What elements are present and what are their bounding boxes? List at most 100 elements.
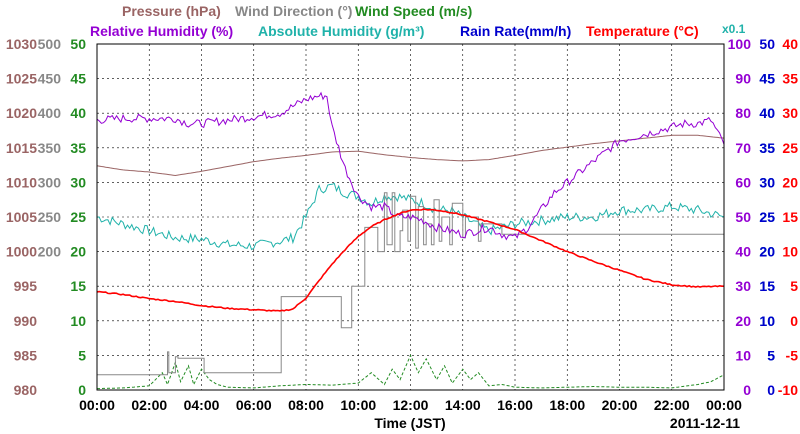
axis-tick-label: 50	[759, 36, 775, 52]
axis-tick-label: 80	[735, 105, 751, 121]
axis-tick-label: 20	[70, 244, 86, 260]
axis-tick-label: 40	[759, 105, 775, 121]
axis-tick-label: 350	[38, 140, 62, 156]
axis-tick-label: 15	[759, 278, 775, 294]
axis-tick-label: 0	[743, 382, 751, 398]
axis-tick-label: 100	[728, 36, 752, 52]
axis-tick-label: 25	[70, 209, 86, 225]
abs-humidity-scale-note: x0.1	[722, 22, 746, 36]
x-tick-label: 04:00	[184, 397, 220, 413]
axis-tick-label: 30	[735, 278, 751, 294]
x-tick-label: 10:00	[340, 397, 376, 413]
axis-tick-label: 40	[735, 244, 751, 260]
axis-tick-label: 50	[735, 209, 751, 225]
axis-tick-label: 25	[759, 209, 775, 225]
axis-tick-label: 35	[759, 140, 775, 156]
axis-tick-label: 45	[759, 71, 775, 87]
axis-tick-label: 1030	[6, 36, 37, 52]
axis-tick-label: 200	[38, 244, 62, 260]
header-row-1: Pressure (hPa) Wind Direction (°) Wind S…	[122, 3, 472, 19]
axis-tick-label: 0	[767, 382, 775, 398]
axis-tick-label: 10	[735, 347, 751, 363]
axis-tick-label: 0	[790, 313, 798, 329]
axis-tick-label: 20	[782, 174, 798, 190]
x-tick-label: 16:00	[497, 397, 533, 413]
series-line	[97, 192, 724, 376]
x-tick-label: 22:00	[654, 397, 690, 413]
date-label: 2011-12-11	[670, 415, 740, 431]
axis-tick-label: 25	[782, 140, 798, 156]
axis-tick-label: 30	[759, 174, 775, 190]
axis-tick-label: 35	[782, 71, 798, 87]
axis-tick-label: 40	[782, 36, 798, 52]
axis-tick-label: 15	[759, 278, 775, 294]
series-line	[96, 91, 725, 241]
legend-wind-speed: Wind Speed (m/s)	[355, 3, 472, 19]
axis-tick-label: 1015	[6, 140, 37, 156]
axis-tick-label: 40	[70, 105, 86, 121]
axis-tick-label: 30	[70, 174, 86, 190]
axis-tick-label: 90	[735, 71, 751, 87]
axis-tick-label: 35	[70, 140, 86, 156]
axis-tick-label: 1010	[6, 174, 37, 190]
axis-tick-label: 15	[782, 209, 798, 225]
legend-pressure: Pressure (hPa)	[122, 3, 221, 19]
axis-tick-label: 500	[38, 36, 62, 52]
series-line	[96, 208, 724, 312]
axis-tick-label: 5	[767, 347, 775, 363]
axis-tick-label: 70	[735, 140, 751, 156]
axis-tick-label: 1005	[6, 209, 37, 225]
axis-tick-label: 40	[759, 105, 775, 121]
axis-tick-label: -5	[786, 347, 799, 363]
axis-tick-label: 5	[790, 278, 798, 294]
x-tick-label: 06:00	[236, 397, 272, 413]
axis-tick-label: 45	[759, 71, 775, 87]
x-tick-label: 18:00	[549, 397, 585, 413]
data-series	[96, 91, 725, 390]
x-tick-label: 02:00	[131, 397, 167, 413]
x-tick-label: 00:00	[79, 397, 115, 413]
axis-tick-label: 300	[38, 174, 62, 190]
x-axis-ticks: 00:00 02:00 04:00 06:00 08:00 10:00 12:00 14:00…	[79, 397, 742, 413]
axis-tick-label: 0	[78, 382, 86, 398]
axis-tick-label: 1020	[6, 105, 37, 121]
x-tick-label: 14:00	[445, 397, 481, 413]
axis-tick-label: 985	[14, 347, 38, 363]
axis-tick-label: 10	[782, 244, 798, 260]
axis-tick-label: 35	[759, 140, 775, 156]
axis-tick-label: 30	[782, 105, 798, 121]
axis-tick-label: 250	[38, 209, 62, 225]
legend-wind-direction: Wind Direction (°)	[235, 3, 352, 19]
legend-temperature: Temperature (°C)	[586, 23, 699, 39]
x-tick-label: 12:00	[393, 397, 429, 413]
x-tick-label: 00:00	[706, 397, 742, 413]
axis-tick-label: 400	[38, 105, 62, 121]
axis-tick-label: 990	[14, 313, 38, 329]
axis-tick-label: 30	[759, 174, 775, 190]
axis-tick-label: 1000	[6, 244, 37, 260]
plot-frame	[96, 43, 725, 391]
axis-tick-label: 60	[735, 174, 751, 190]
axis-tick-label: -10	[778, 382, 798, 398]
axis-tick-label: 450	[38, 71, 62, 87]
legend-rain-rate: Rain Rate(mm/h)	[460, 23, 571, 39]
axis-tick-label: 15	[70, 278, 86, 294]
legend-absolute-humidity: Absolute Humidity (g/m³)	[258, 23, 424, 39]
axis-tick-label: 10	[70, 313, 86, 329]
legend-relative-humidity: Relative Humidity (%)	[90, 23, 233, 39]
axis-tick-label: 25	[759, 209, 775, 225]
axis-tick-label: 10	[759, 313, 775, 329]
axis-tick-label: 20	[735, 313, 751, 329]
axis-tick-label: 50	[70, 36, 86, 52]
axis-tick-label: 45	[70, 71, 86, 87]
axis-tick-label: 1025	[6, 71, 37, 87]
header-row-2: Relative Humidity (%) Absolute Humidity …	[90, 22, 746, 39]
axis-tick-label: 5	[767, 347, 775, 363]
axis-tick-label: 5	[78, 347, 86, 363]
axis-tick-label: 20	[759, 244, 775, 260]
series-line	[97, 354, 725, 390]
axis-tick-label: 10	[759, 313, 775, 329]
axis-tick-label: 995	[14, 278, 38, 294]
x-tick-label: 08:00	[288, 397, 324, 413]
